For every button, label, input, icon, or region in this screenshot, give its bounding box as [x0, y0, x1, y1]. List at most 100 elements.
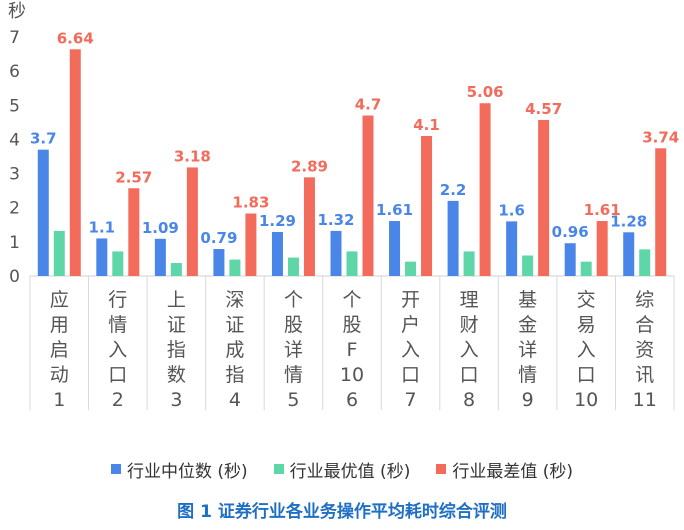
x-tick-label: 证	[225, 314, 244, 336]
data-label-median: 3.7	[30, 130, 57, 148]
y-tick-label: 5	[9, 96, 20, 116]
x-tick-label: 理	[460, 289, 479, 311]
bar-best	[112, 251, 124, 276]
bar-best	[53, 230, 65, 276]
legend-label-best: 行业最优值 (秒)	[289, 461, 411, 482]
data-label-worst: 5.06	[467, 83, 504, 101]
data-label-worst: 4.7	[355, 96, 382, 114]
x-tick-label: 开	[401, 289, 420, 311]
y-tick-label: 6	[9, 62, 20, 82]
legend: 行业中位数 (秒) 行业最优值 (秒) 行业最差值 (秒)	[0, 455, 684, 483]
x-tick-label: 财	[460, 314, 479, 336]
x-tick-label: 资	[635, 339, 654, 361]
x-tick-label: 讯	[635, 364, 654, 386]
bar-median	[564, 243, 576, 276]
x-tick-label: 10	[574, 389, 598, 411]
legend-label-median: 行业中位数 (秒)	[126, 461, 248, 482]
x-tick-label: 基	[518, 289, 537, 311]
bar-worst	[303, 177, 315, 276]
data-label-median: 2.2	[440, 181, 467, 199]
bar-best	[522, 255, 534, 276]
x-tick-label: 口	[108, 364, 127, 386]
legend-item-worst: 行业最差值 (秒)	[436, 457, 573, 482]
x-tick-label: 10	[340, 364, 364, 386]
x-tick-label: 情	[284, 364, 303, 386]
bars	[37, 49, 667, 277]
x-tick-label: 9	[522, 389, 534, 411]
x-tick-label: 口	[401, 364, 420, 386]
x-tick-label: 用	[50, 314, 69, 336]
bar-median	[213, 249, 225, 276]
data-label-worst: 3.18	[174, 147, 211, 165]
legend-item-median: 行业中位数 (秒)	[110, 457, 248, 482]
x-tick-label: 指	[225, 364, 244, 386]
bar-median	[447, 200, 459, 276]
data-label-median: 1.61	[376, 201, 413, 219]
bar-median	[506, 221, 518, 276]
x-tick-label: 数	[167, 364, 186, 386]
bar-best	[170, 263, 182, 276]
y-tick-label: 1	[9, 233, 20, 253]
x-tick-label: 启	[50, 339, 69, 361]
data-label-median: 1.6	[498, 201, 525, 219]
x-tick-label: 详	[284, 339, 303, 361]
x-tick-label: 情	[518, 364, 537, 386]
data-label-worst: 1.61	[584, 201, 621, 219]
data-label-worst: 3.74	[642, 128, 679, 146]
x-tick-label: 深	[225, 289, 244, 311]
x-tick-label: 1	[53, 389, 65, 411]
x-tick-label: 情	[108, 314, 127, 336]
data-label-median: 0.79	[200, 229, 237, 247]
bar-worst	[538, 119, 550, 277]
data-label-median: 0.96	[552, 223, 589, 241]
bar-best	[639, 249, 651, 276]
bar-best	[463, 251, 475, 276]
x-tick-label: 应	[50, 289, 69, 311]
data-label-worst: 2.57	[115, 168, 152, 186]
x-tick-label: 股	[342, 314, 361, 336]
y-axis-label: 秒	[8, 1, 26, 22]
bar-median	[271, 231, 283, 276]
legend-swatch-best	[273, 464, 284, 474]
bar-median	[154, 238, 166, 276]
x-tick-label: 口	[460, 364, 479, 386]
x-tick-label: 动	[50, 364, 69, 386]
data-label-worst: 4.57	[525, 100, 562, 118]
x-tick-label: 8	[463, 389, 475, 411]
x-tick-label: 易	[577, 314, 596, 336]
bar-median	[330, 230, 342, 276]
bar-worst	[186, 167, 198, 276]
y-tick-label: 2	[9, 199, 20, 219]
x-tick-label: 合	[635, 314, 654, 336]
y-tick-label: 3	[9, 165, 20, 185]
y-tick-label: 7	[9, 28, 20, 48]
bar-best	[580, 261, 592, 276]
x-tick-label: 入	[108, 339, 127, 361]
bar-worst	[596, 221, 608, 276]
data-label-median: 1.09	[142, 219, 179, 237]
x-tick-label: 2	[112, 389, 124, 411]
x-tick-label: 户	[401, 314, 420, 336]
x-tick-label: 综	[635, 289, 654, 311]
x-tick-label: 4	[229, 389, 241, 411]
x-tick-label: 3	[170, 389, 182, 411]
bar-best	[405, 261, 417, 276]
x-tick-label: 口	[577, 364, 596, 386]
bar-median	[623, 232, 635, 276]
data-label-median: 1.1	[89, 218, 116, 236]
data-label-median: 1.32	[317, 211, 354, 229]
x-tick-label: 详	[518, 339, 537, 361]
x-tick-label: 成	[225, 339, 244, 361]
bar-worst	[69, 49, 81, 276]
data-label-worst: 2.89	[291, 157, 328, 175]
bar-worst	[245, 213, 257, 276]
x-tick-label: 5	[287, 389, 299, 411]
x-tick-label: 交	[577, 289, 596, 311]
x-tick-label: 个	[284, 289, 303, 311]
data-label-median: 1.28	[610, 212, 647, 230]
legend-swatch-worst	[436, 464, 447, 474]
x-tick-label: 行	[108, 289, 127, 311]
x-tick-label: 证	[167, 314, 186, 336]
data-label-worst: 6.64	[57, 29, 94, 47]
